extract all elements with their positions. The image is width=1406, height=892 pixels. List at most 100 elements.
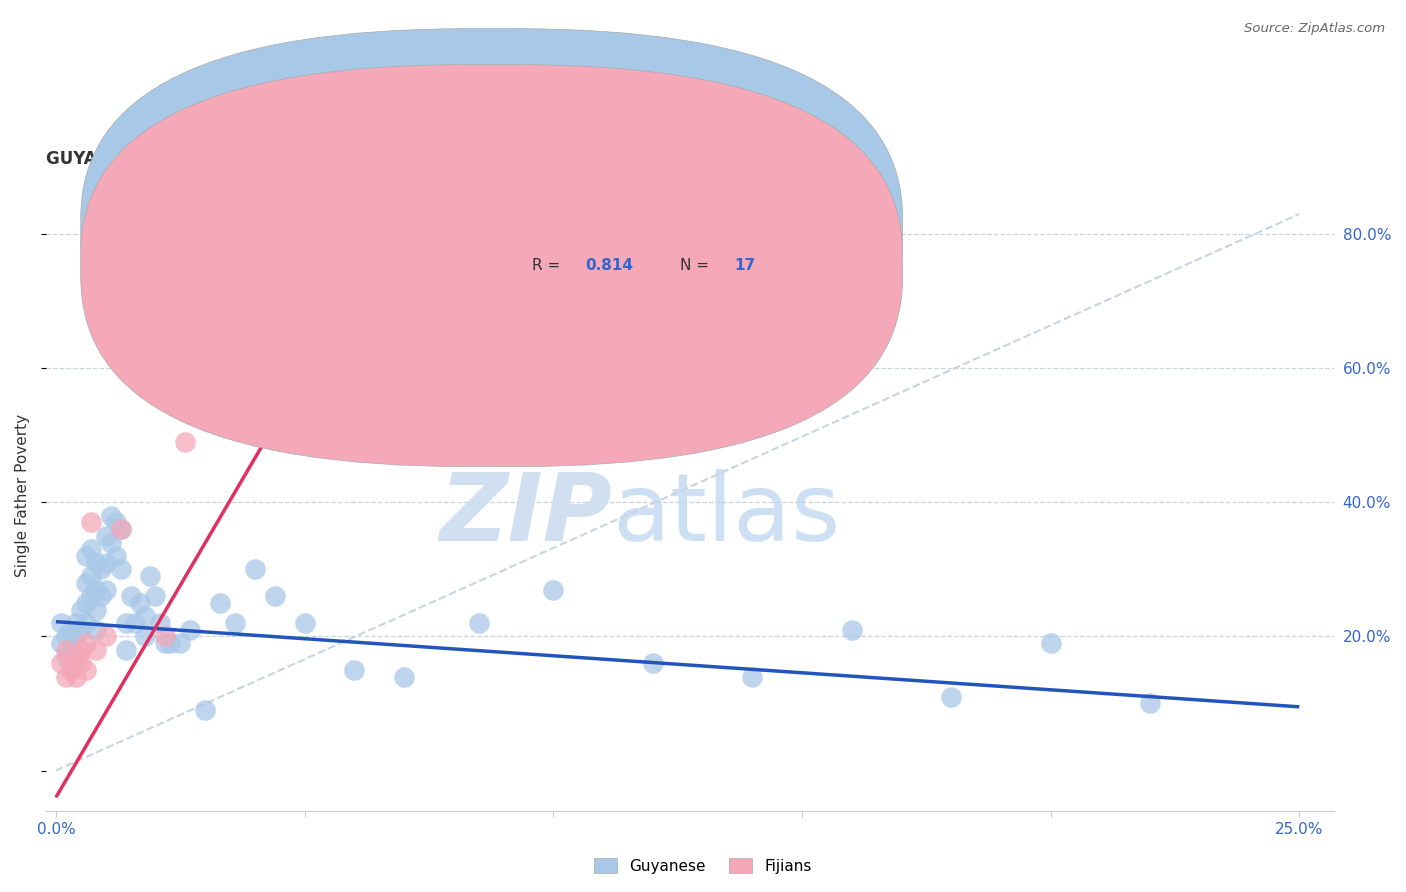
Point (229, 301, 252, 315)
Point (75, 663, 97, 677)
Legend: Guyanese, Fijians: Guyanese, Fijians (588, 852, 818, 880)
Text: 0.814: 0.814 (586, 258, 634, 273)
Point (263, 589, 285, 603)
Point (55, 643, 77, 657)
Point (75, 596, 97, 610)
Point (84, 582, 107, 597)
Point (59, 663, 82, 677)
Point (59, 643, 82, 657)
Point (194, 703, 217, 717)
Point (59, 623, 82, 637)
Point (80, 516, 103, 530)
Point (841, 623, 863, 637)
Point (94, 582, 117, 597)
Point (209, 596, 232, 610)
Point (55, 629, 77, 643)
Point (174, 435, 197, 450)
Point (75, 575, 97, 590)
FancyBboxPatch shape (80, 29, 903, 431)
Point (65, 657, 87, 671)
Point (84, 556, 107, 570)
Point (243, 562, 266, 576)
Point (159, 636, 181, 650)
Point (269, 294, 291, 309)
Point (343, 663, 366, 677)
Point (69, 643, 91, 657)
Point (104, 549, 127, 563)
Point (65, 649, 87, 664)
Point (100, 535, 122, 549)
FancyBboxPatch shape (80, 64, 903, 467)
Point (145, 589, 167, 603)
Point (467, 615, 489, 630)
Point (65, 615, 87, 630)
Point (49, 657, 72, 671)
Point (120, 589, 142, 603)
Point (110, 562, 132, 576)
Point (65, 670, 87, 684)
Text: -0.243: -0.243 (586, 222, 640, 237)
Text: GUYANESE VS FIJIAN SINGLE FATHER POVERTY CORRELATION CHART: GUYANESE VS FIJIAN SINGLE FATHER POVERTY… (46, 150, 685, 168)
Point (84, 623, 107, 637)
Point (90, 589, 112, 603)
Point (69, 643, 91, 657)
Point (49, 615, 72, 630)
Point (392, 670, 415, 684)
Point (110, 522, 132, 536)
Point (114, 615, 136, 630)
Point (69, 602, 91, 616)
Point (124, 615, 146, 630)
Point (155, 636, 177, 650)
Point (94, 529, 117, 543)
Point (641, 657, 664, 671)
Point (49, 636, 72, 650)
Point (69, 657, 91, 671)
Point (110, 522, 132, 536)
Point (224, 615, 246, 630)
Point (134, 629, 156, 643)
Text: atlas: atlas (613, 468, 841, 560)
Point (1039, 636, 1062, 650)
Point (55, 670, 77, 684)
Point (179, 623, 201, 637)
Point (75, 549, 97, 563)
Point (69, 623, 91, 637)
Point (59, 663, 82, 677)
Text: Source: ZipAtlas.com: Source: ZipAtlas.com (1244, 22, 1385, 36)
Text: ZIP: ZIP (440, 468, 613, 560)
Text: R =: R = (531, 258, 569, 273)
Point (149, 615, 172, 630)
Point (80, 542, 103, 557)
Point (75, 636, 97, 650)
Point (1139, 697, 1161, 711)
Point (75, 615, 97, 630)
Point (94, 629, 117, 643)
Point (169, 636, 191, 650)
Point (65, 636, 87, 650)
Point (80, 589, 103, 603)
Point (84, 643, 107, 657)
Text: N =: N = (679, 258, 714, 273)
Point (55, 649, 77, 664)
FancyBboxPatch shape (446, 202, 800, 294)
Point (294, 615, 316, 630)
Point (90, 562, 112, 576)
Point (114, 643, 136, 657)
Point (59, 657, 82, 671)
Point (134, 609, 156, 624)
Point (100, 508, 122, 523)
Point (104, 516, 127, 530)
Text: N =: N = (679, 222, 714, 237)
Point (155, 629, 177, 643)
Text: 65: 65 (734, 222, 755, 237)
Point (741, 670, 763, 684)
Point (80, 569, 103, 583)
Point (84, 602, 107, 616)
Y-axis label: Single Father Poverty: Single Father Poverty (15, 414, 30, 577)
Point (129, 596, 152, 610)
Point (94, 556, 117, 570)
Point (139, 569, 162, 583)
Point (543, 582, 565, 597)
Text: R =: R = (531, 222, 565, 237)
Text: 17: 17 (734, 258, 755, 273)
